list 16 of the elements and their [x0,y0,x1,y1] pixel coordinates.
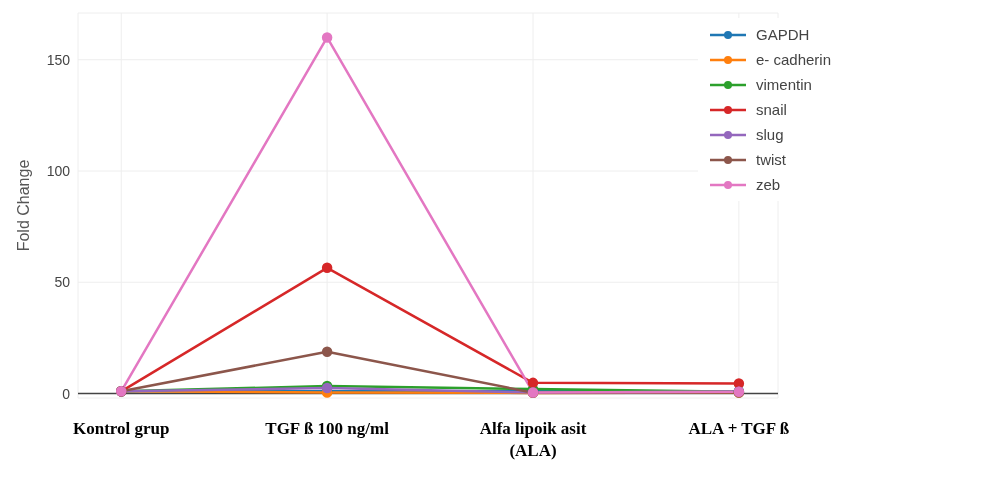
y-tick-label: 0 [62,385,71,402]
legend-label: e- cadherin [756,51,832,68]
legend-label: twist [756,151,786,168]
legend-label: GAPDH [756,26,810,43]
y-tick-label: 150 [46,51,71,68]
y-axis-title: Fold Change [14,159,32,252]
legend-label: slug [756,126,784,143]
x-tick-label: Kontrol grup [72,419,170,438]
y-tick-label: 50 [54,274,71,291]
x-tick-label: ALA + TGF ß [688,419,790,438]
legend-label: snail [756,101,787,118]
legend-label: zeb [756,176,781,193]
y-tick-label: 100 [46,162,71,179]
x-tick-label: Alfa lipoik asit (ALA) [479,419,587,460]
legend-label: vimentin [756,76,812,93]
x-tick-label: TGF ß 100 ng/ml [265,419,390,438]
